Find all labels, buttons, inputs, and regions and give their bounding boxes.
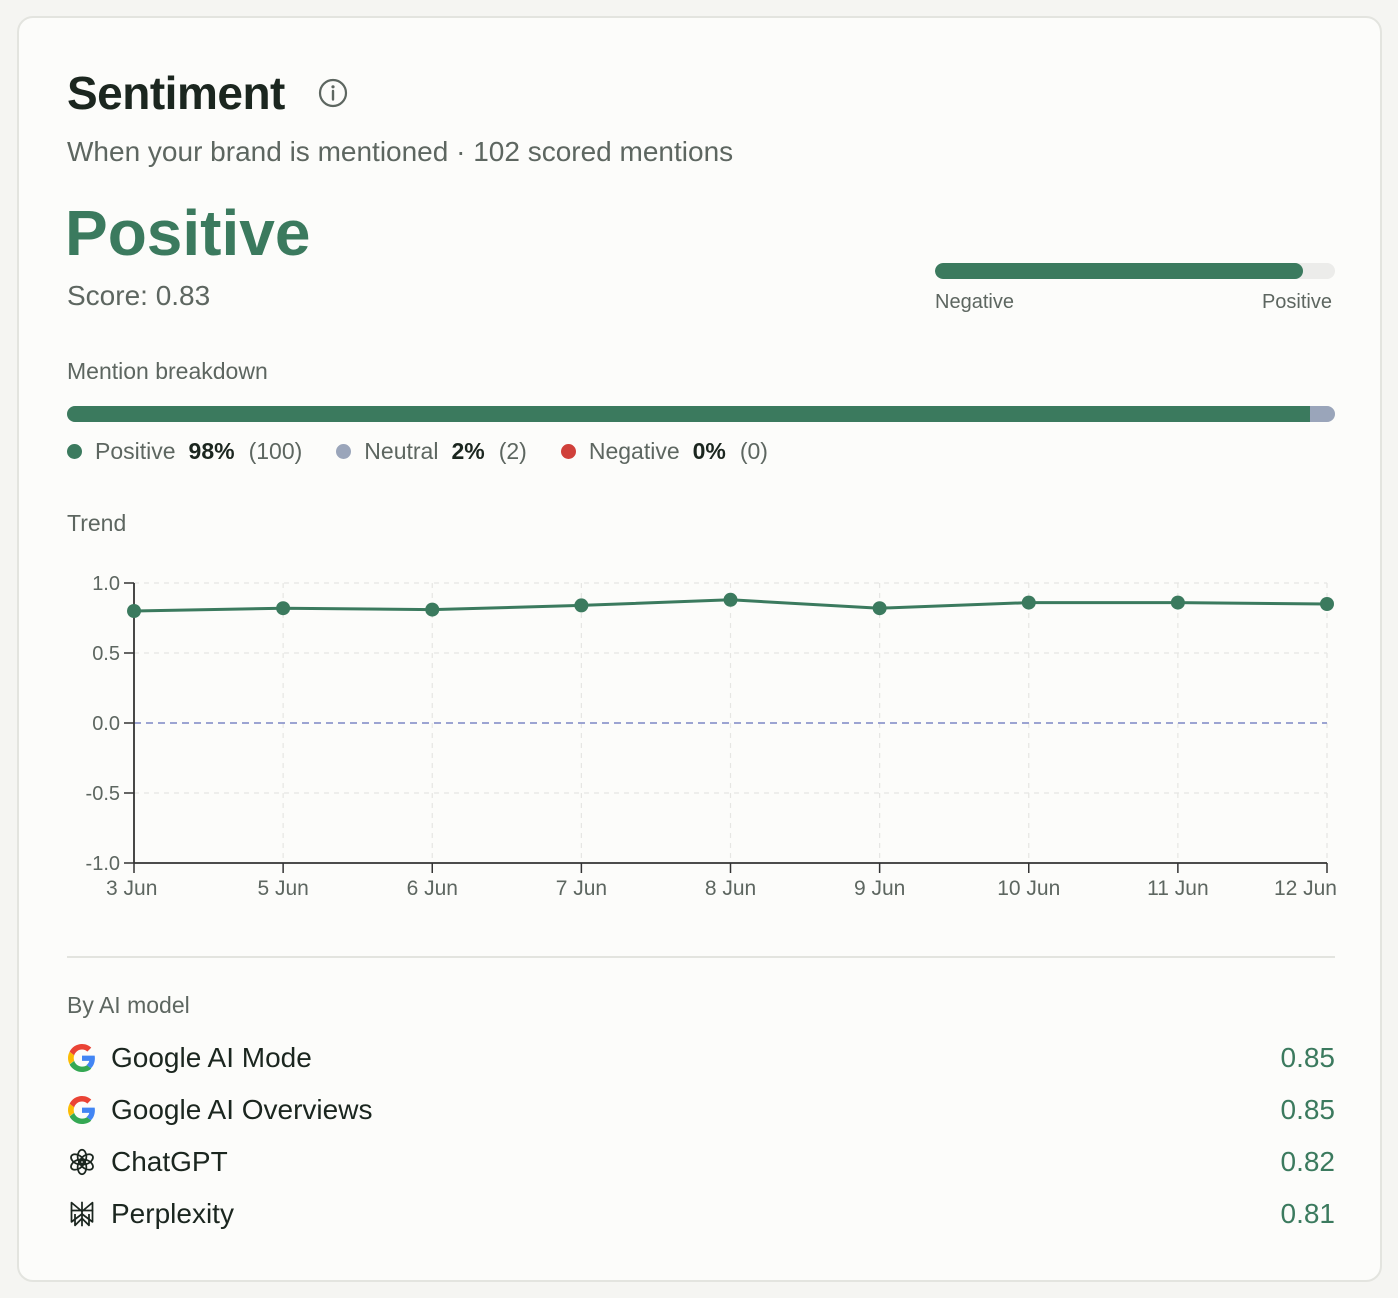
sentiment-label: Positive	[65, 197, 311, 269]
trend-point	[127, 604, 141, 618]
breakdown-segment-neutral	[1309, 406, 1335, 422]
legend-label: Neutral	[364, 438, 439, 464]
chatgpt-icon	[67, 1147, 97, 1177]
legend-item-negative: Negative 0% (0)	[560, 438, 768, 465]
perplexity-icon	[67, 1199, 97, 1229]
model-name: Perplexity	[111, 1198, 234, 1229]
model-name: Google AI Overviews	[111, 1094, 373, 1125]
legend-count: (0)	[739, 438, 768, 464]
model-row: Perplexity 0.81	[67, 1194, 1335, 1234]
model-name: Google AI Mode	[111, 1042, 312, 1073]
google-icon	[67, 1043, 97, 1073]
y-tick-label: 1.0	[92, 573, 120, 595]
x-tick-label: 6 Jun	[407, 877, 458, 900]
legend-percent: 0%	[692, 438, 726, 464]
model-score: 0.85	[1280, 1042, 1336, 1073]
legend-label: Positive	[95, 438, 176, 464]
legend-label: Negative	[588, 438, 680, 464]
trend-title: Trend	[67, 510, 127, 536]
trend-point	[574, 598, 589, 613]
x-tick-label: 8 Jun	[705, 877, 756, 900]
y-tick-label: 0.5	[92, 643, 120, 665]
trend-point	[425, 602, 440, 617]
x-tick-label: 5 Jun	[257, 877, 308, 900]
model-score: 0.85	[1280, 1094, 1336, 1125]
legend-dot-icon	[560, 444, 576, 459]
legend-percent: 98%	[188, 438, 235, 464]
breakdown-title: Mention breakdown	[67, 358, 268, 384]
y-tick-label: 0.0	[92, 713, 120, 735]
gauge-negative-label: Negative	[935, 291, 1014, 313]
model-row: Google AI Overviews 0.85	[67, 1090, 1335, 1130]
model-row: ChatGPT 0.82	[67, 1142, 1335, 1182]
google-icon	[67, 1095, 97, 1125]
trend-point	[276, 601, 291, 616]
trend-chart: 1.0 0.5 0.0 -0.5 -1.03 Jun 5 Jun 6 Jun 7 Jun 8 J…	[86, 573, 1337, 900]
breakdown-legend: Positive 98% (100) Neutral 2% (2) Negative 0% (0…	[67, 438, 802, 465]
breakdown-segment-positive	[67, 406, 1310, 422]
y-tick-label: -0.5	[86, 783, 120, 805]
trend-point	[723, 592, 738, 607]
sentiment-gauge-fill	[935, 263, 1303, 279]
legend-dot-icon	[67, 444, 82, 459]
legend-count: (100)	[248, 438, 303, 464]
trend-point	[1170, 595, 1185, 610]
divider	[67, 956, 1335, 958]
model-row: Google AI Mode 0.85	[67, 1038, 1335, 1078]
sentiment-gauge	[935, 263, 1335, 279]
x-tick-label: 11 Jun	[1147, 877, 1209, 900]
y-tick-label: -1.0	[86, 853, 120, 875]
legend-item-neutral: Neutral 2% (2)	[336, 438, 527, 465]
x-tick-label: 12 Jun	[1274, 877, 1337, 900]
legend-dot-icon	[336, 444, 352, 459]
card-subtitle: When your brand is mentioned · 102 score…	[67, 136, 734, 167]
x-tick-label: 9 Jun	[854, 877, 905, 900]
legend-item-positive: Positive 98% (100)	[67, 438, 302, 465]
card-title: Sentiment	[67, 67, 285, 119]
legend-percent: 2%	[451, 438, 485, 464]
gauge-positive-label: Positive	[1261, 291, 1332, 313]
models-title: By AI model	[67, 992, 190, 1018]
trend-point	[1320, 597, 1334, 611]
legend-count: (2)	[498, 438, 527, 464]
trend-point	[872, 601, 887, 616]
trend-point	[1021, 595, 1036, 610]
x-tick-label: 7 Jun	[556, 877, 607, 900]
sentiment-score: Score: 0.83	[67, 280, 211, 311]
model-score: 0.82	[1280, 1146, 1336, 1177]
model-score: 0.81	[1280, 1198, 1336, 1229]
sentiment-card: Sentiment When your brand is mentioned ·…	[17, 16, 1382, 1282]
model-name: ChatGPT	[111, 1146, 228, 1177]
info-icon[interactable]	[317, 77, 349, 109]
x-tick-label: 10 Jun	[997, 877, 1060, 900]
breakdown-bar	[67, 406, 1335, 422]
x-tick-label: 3 Jun	[106, 877, 157, 900]
